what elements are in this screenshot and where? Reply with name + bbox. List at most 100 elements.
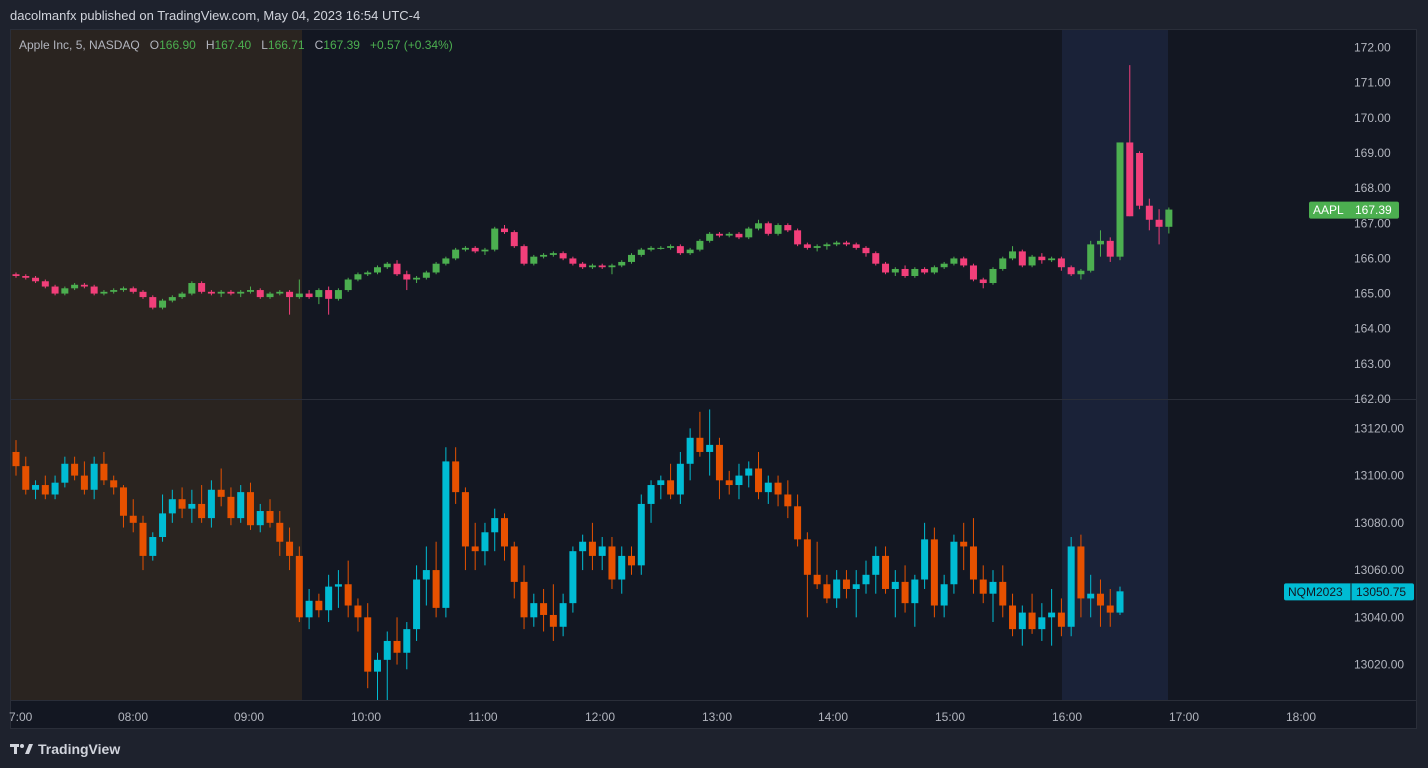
candle-body-1-77	[764, 482, 772, 493]
candle-body-1-50	[501, 518, 508, 547]
candle-body-0-76	[755, 223, 763, 229]
candle-body-0-65	[647, 247, 655, 250]
candle-body-0-104	[1028, 256, 1036, 266]
candle-body-0-81	[803, 244, 811, 248]
candle-body-0-90	[891, 268, 899, 273]
candle-body-0-115	[1136, 153, 1144, 206]
candle-body-1-52	[520, 581, 528, 618]
candle-body-1-59	[588, 541, 596, 556]
candle-body-0-74	[735, 233, 743, 238]
x-tick-label-0: 7:00	[9, 710, 33, 724]
candle-body-1-113	[1116, 591, 1124, 613]
candle-body-1-18	[188, 503, 196, 509]
candle-body-0-99	[979, 279, 987, 284]
candle-body-0-48	[481, 249, 489, 252]
candle-body-0-3	[41, 281, 49, 287]
x-tick-label-9: 16:00	[1052, 710, 1082, 724]
candle-body-1-107	[1057, 612, 1065, 627]
y-tick-label-1-2: 13080.00	[1354, 516, 1404, 530]
candle-body-1-38	[383, 640, 391, 660]
candle-body-0-10	[110, 290, 118, 292]
candle-body-0-14	[149, 297, 157, 308]
candle-body-0-17	[178, 293, 186, 298]
candle-body-0-79	[784, 225, 792, 231]
candle-body-1-79	[784, 494, 792, 507]
candle-body-1-87	[862, 574, 870, 585]
candle-body-0-63	[628, 254, 636, 262]
candle-body-1-93	[921, 539, 929, 580]
x-tick-label-10: 17:00	[1169, 710, 1199, 724]
candle-body-1-3	[41, 485, 49, 495]
candle-body-0-25	[256, 290, 264, 298]
candle-body-1-86	[852, 584, 860, 589]
tradingview-logo[interactable]: TradingView	[10, 741, 120, 757]
candle-body-1-99	[979, 579, 987, 594]
y-tick-label-0-2: 170.00	[1354, 111, 1391, 125]
candle-body-0-97	[960, 258, 968, 266]
candle-body-0-114	[1126, 142, 1134, 217]
candle-body-0-100	[989, 268, 997, 284]
candle-body-1-23	[237, 492, 245, 519]
candle-body-0-61	[608, 265, 616, 268]
y-tick-label-1-3: 13060.00	[1354, 563, 1404, 577]
candle-body-1-72	[715, 444, 723, 481]
candle-body-0-86	[852, 244, 860, 248]
candle-body-1-26	[266, 511, 274, 523]
candle-body-1-15	[159, 513, 167, 538]
last-price-nq: 13050.75	[1356, 585, 1406, 599]
candle-body-0-42	[422, 272, 430, 278]
candle-body-0-53	[530, 256, 538, 264]
candle-body-1-51	[510, 546, 518, 582]
candle-body-1-94	[930, 539, 938, 606]
candle-body-1-8	[90, 463, 98, 490]
candle-body-1-56	[559, 603, 567, 627]
candle-body-0-70	[696, 240, 704, 250]
y-tick-label-1-1: 13100.00	[1354, 469, 1404, 483]
candle-body-1-109	[1077, 546, 1085, 599]
candle-body-0-117	[1155, 219, 1163, 227]
candle-body-1-100	[989, 581, 997, 594]
candle-body-1-45	[452, 461, 460, 493]
candle-body-1-28	[286, 541, 294, 556]
candle-body-0-84	[833, 242, 841, 245]
candle-body-1-112	[1106, 605, 1114, 613]
x-tick-label-4: 11:00	[468, 710, 497, 724]
legend-open-value: 166.90	[159, 38, 196, 52]
candle-body-1-36	[364, 617, 372, 672]
candle-body-0-67	[667, 246, 675, 248]
candle-body-1-37	[373, 659, 381, 672]
candle-body-1-31	[315, 600, 323, 611]
candle-body-0-6	[71, 284, 79, 289]
candle-body-0-13	[139, 291, 147, 298]
candle-body-0-27	[276, 291, 284, 294]
candle-body-1-83	[823, 584, 831, 599]
x-tick-label-2: 09:00	[234, 710, 264, 724]
candle-body-1-10	[110, 480, 118, 488]
candle-body-1-68	[676, 463, 684, 495]
candle-body-0-8	[90, 286, 98, 294]
legend-symbol: Apple Inc, 5, NASDAQ	[19, 38, 140, 52]
candle-body-1-6	[71, 463, 79, 476]
y-tick-label-0-8: 164.00	[1354, 322, 1391, 336]
candle-body-0-18	[188, 283, 196, 294]
candle-body-1-42	[422, 570, 430, 580]
candle-body-0-55	[549, 253, 557, 255]
candle-body-1-85	[842, 579, 850, 589]
candle-body-1-66	[657, 480, 665, 486]
candle-body-1-91	[901, 581, 909, 604]
y-tick-label-1-5: 13020.00	[1354, 658, 1404, 672]
candle-body-1-22	[227, 496, 235, 519]
candle-body-0-4	[51, 286, 59, 294]
candle-body-1-39	[393, 640, 401, 653]
candle-body-1-101	[999, 581, 1007, 606]
candle-body-0-12	[129, 288, 137, 292]
candle-body-1-46	[461, 492, 469, 547]
candle-body-0-2	[32, 277, 40, 282]
candle-body-1-84	[833, 579, 841, 599]
legend-close-label: C	[314, 38, 324, 52]
candle-body-0-109	[1077, 270, 1085, 275]
candle-body-0-7	[80, 284, 88, 287]
candle-body-1-7	[80, 475, 88, 490]
candle-body-1-41	[413, 579, 421, 630]
